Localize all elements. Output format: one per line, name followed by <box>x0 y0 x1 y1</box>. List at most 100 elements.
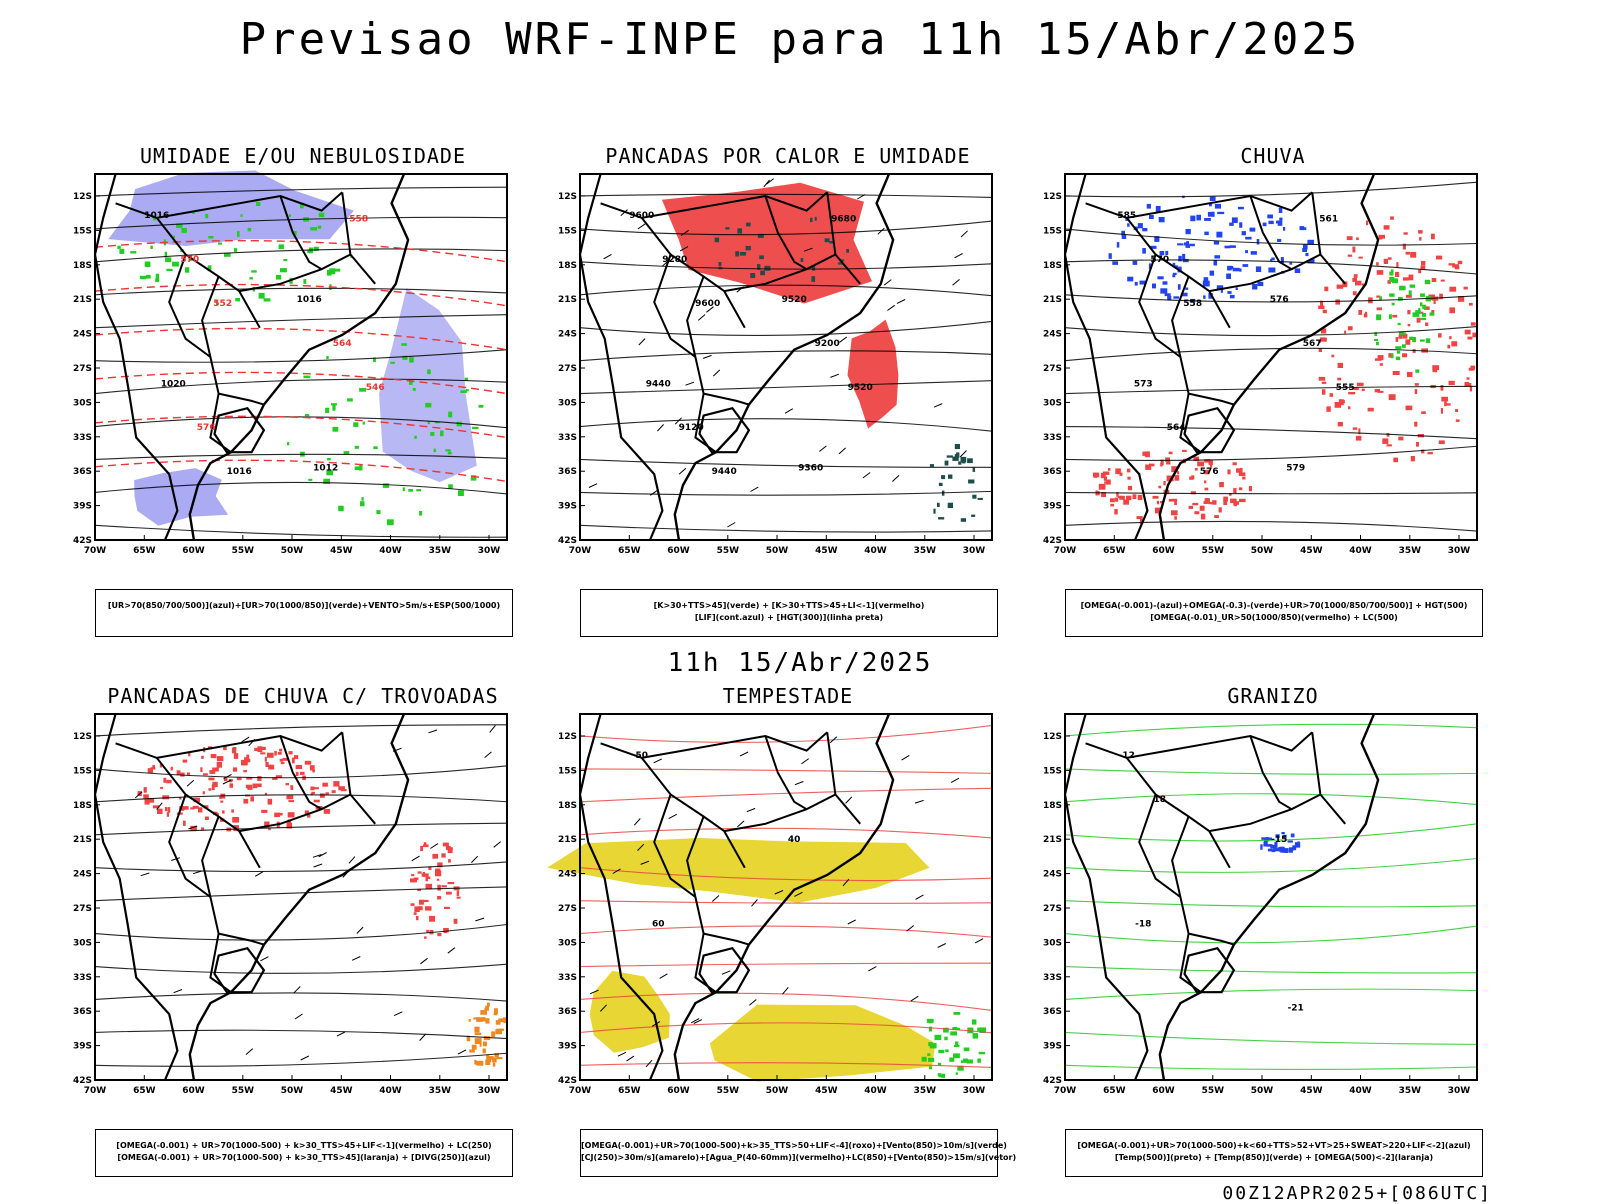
shower-cell <box>476 1017 483 1022</box>
wind-vector <box>223 773 232 780</box>
rain-humid-cell <box>1376 262 1379 266</box>
humidity-low-cell <box>181 228 187 233</box>
contour-line <box>1064 425 1478 440</box>
wind-vector <box>937 943 947 948</box>
wind-vector <box>590 989 599 995</box>
thunderstorm-cell <box>428 866 432 870</box>
contour-line <box>94 1052 508 1067</box>
shower-cell <box>502 1017 506 1020</box>
contour-label: 9280 <box>662 255 687 265</box>
humidity-low-cell <box>247 227 252 232</box>
humidity-low-cell <box>409 357 414 363</box>
thunderstorm-cell <box>257 746 263 752</box>
lat-label: 12S <box>1043 192 1062 202</box>
lat-label: 30S <box>558 938 577 948</box>
rain-humid-cell <box>1338 399 1344 406</box>
lat-label: 33S <box>73 973 92 983</box>
country-border <box>703 392 750 406</box>
country-border <box>686 276 705 394</box>
wind-vector <box>588 483 598 488</box>
rain-humid-cell <box>1182 449 1187 452</box>
thunderstorm-cell <box>442 842 449 847</box>
rain-humid-cell <box>1204 469 1210 475</box>
legend-box: [K>30+TTS>45](verde) + [K>30+TTS>45+LI<-… <box>580 589 998 637</box>
rain-humid-cell <box>1410 456 1415 462</box>
rain-strong-cell <box>1379 296 1382 301</box>
jet-stream-area <box>548 838 930 903</box>
humidity-low-cell <box>430 432 435 436</box>
lat-label: 18S <box>558 801 577 811</box>
humidity-low-cell <box>172 235 175 238</box>
thunderstorm-cell <box>241 759 248 766</box>
rain-omega-cell <box>1185 244 1190 248</box>
lat-label: 12S <box>558 192 577 202</box>
heat-cell <box>938 482 943 486</box>
rain-humid-cell <box>1239 487 1243 491</box>
contour-line <box>94 481 508 495</box>
humidity-low-cell <box>376 510 381 514</box>
thunderstorm-cell <box>437 862 443 868</box>
rain-humid-cell <box>1398 436 1404 441</box>
contour-line <box>579 1022 993 1034</box>
heat-cell <box>750 273 756 278</box>
rain-humid-cell <box>1166 460 1171 465</box>
rain-humid-cell <box>1427 452 1433 455</box>
wind-vector <box>620 209 628 216</box>
humidity-low-cell <box>334 268 341 272</box>
wind-vector <box>933 403 943 408</box>
rain-humid-cell <box>1425 322 1429 326</box>
coastline-east <box>673 173 895 541</box>
wind-vector <box>447 947 456 954</box>
humidity-low-cell <box>224 252 231 257</box>
rain-humid-cell <box>1174 516 1177 520</box>
rain-omega-cell <box>1302 248 1307 252</box>
rain-humid-cell <box>1227 469 1231 475</box>
lon-label: 50W <box>281 1086 304 1096</box>
lon-label: 55W <box>717 1086 740 1096</box>
heat-cell <box>735 251 740 257</box>
rain-humid-cell <box>1152 495 1159 499</box>
thunderstorm-cell <box>425 875 428 882</box>
wind-vector <box>784 408 794 414</box>
wind-vector <box>906 925 915 932</box>
rain-humid-cell <box>1395 337 1399 342</box>
humidity-low-cell <box>237 231 240 237</box>
contour-line <box>579 962 993 968</box>
humidity-low-cell <box>362 421 365 425</box>
rain-humid-cell <box>1119 495 1125 500</box>
rain-humid-cell <box>1110 503 1114 507</box>
wind-vector <box>877 227 885 235</box>
shower-cell <box>499 1028 504 1031</box>
lon-label: 60W <box>667 1086 690 1096</box>
hail-cell <box>1271 849 1276 853</box>
humidity-low-cell <box>448 484 453 489</box>
humidity-low-cell <box>208 236 214 239</box>
contour-label: 1020 <box>161 379 186 389</box>
wind-vector <box>868 966 877 972</box>
lon-label: 40W <box>864 1086 887 1096</box>
thunderstorm-cell <box>267 752 274 758</box>
heat-cell <box>810 217 813 223</box>
thunderstorm-cell <box>147 798 155 803</box>
rain-omega-cell <box>1196 214 1201 221</box>
humidity-low-cell <box>325 407 330 413</box>
rain-humid-cell <box>1228 493 1232 496</box>
thunderstorm-cell <box>322 782 328 787</box>
strong-wind-cell <box>966 1059 973 1064</box>
rain-humid-cell <box>1419 237 1422 241</box>
wind-vector <box>633 818 641 826</box>
humidity-low-cell <box>386 519 394 526</box>
thunderstorm-cell <box>183 806 189 810</box>
map: -12 -15 -18 -21 18 12S 15S 18S 21S 24S 27S 30S 33S 36… <box>1043 713 1478 1096</box>
rain-humid-cell <box>1240 467 1243 473</box>
contour-line <box>1064 723 1478 737</box>
map: 50 40 60 12S 15S 18S 21S 24S 27S 30S 33S 36S 39S 42S7… <box>548 713 993 1096</box>
thunderstorm-cell <box>420 845 423 852</box>
strong-wind-cell <box>972 1033 979 1039</box>
heat-cell <box>759 255 764 260</box>
hail-cell <box>1281 832 1285 835</box>
heat-cell <box>944 460 949 466</box>
wind-vector <box>711 895 720 902</box>
rain-humid-cell <box>1321 389 1326 395</box>
rain-omega-cell <box>1149 215 1154 219</box>
